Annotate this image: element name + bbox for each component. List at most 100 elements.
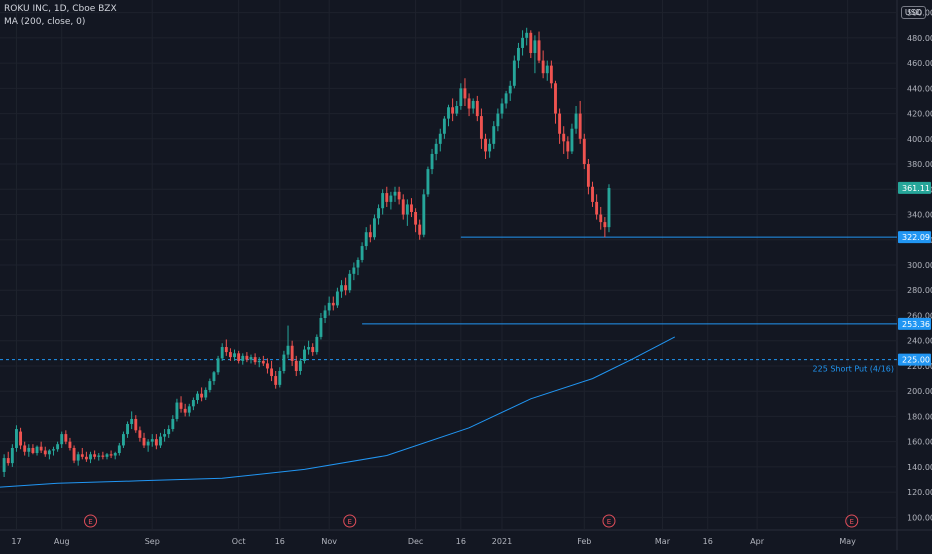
level-price-label: 225.00 <box>902 356 930 365</box>
candle-body <box>471 100 475 109</box>
candle-body <box>134 418 138 431</box>
candle-body <box>434 143 438 154</box>
candle-body <box>286 345 290 355</box>
candle-body <box>475 100 479 117</box>
candle-body <box>196 393 199 401</box>
candle-body <box>200 393 204 398</box>
x-tick-label: 17 <box>11 537 21 546</box>
candle-body <box>10 447 14 464</box>
earnings-marker-label: E <box>348 518 352 526</box>
candle-body <box>603 222 607 228</box>
earnings-marker <box>845 514 859 528</box>
candle-body <box>76 454 80 461</box>
candle-body <box>290 345 294 361</box>
candle-body <box>479 116 483 139</box>
candle-body <box>224 347 228 353</box>
candle-body <box>159 436 162 446</box>
candle-body <box>266 363 269 369</box>
candle-body <box>15 429 18 448</box>
level-price-label: 253.36 <box>902 320 930 329</box>
candle-body <box>327 302 331 311</box>
candle-body <box>570 128 574 152</box>
candle-body <box>591 186 594 202</box>
candle-body <box>220 347 224 359</box>
candle-body <box>467 98 471 109</box>
y-tick-label: 400.00 <box>907 135 932 144</box>
x-tick-label: 16 <box>275 537 285 546</box>
candle-body <box>183 408 187 413</box>
candle-body <box>261 360 265 364</box>
y-tick-label: 260.00 <box>907 311 932 320</box>
candles <box>2 27 611 477</box>
candle-body <box>607 188 611 228</box>
candle-body <box>381 193 385 209</box>
price-axis[interactable]: 100.00 120.00 140.00 160.00 180.00 200.00 220.… <box>907 9 932 523</box>
candle-body <box>554 83 557 114</box>
candle-body <box>257 360 261 363</box>
candle-body <box>422 194 426 235</box>
candle-body <box>549 65 553 84</box>
candle-body <box>410 204 413 212</box>
candle-body <box>377 208 380 219</box>
candle-body <box>356 259 360 268</box>
candle-body <box>204 389 208 398</box>
ma-line <box>0 336 676 488</box>
y-tick-label: 200.00 <box>907 387 932 396</box>
candle-body <box>2 458 6 472</box>
candle-body <box>228 352 232 358</box>
candle-body <box>512 60 516 86</box>
candle-body <box>344 285 348 291</box>
candle-body <box>566 141 570 152</box>
last-price-label: 361.11 <box>902 184 930 193</box>
candle-body <box>335 291 339 306</box>
candle-body <box>397 191 401 200</box>
candle-body <box>508 85 512 94</box>
candle-body <box>282 354 286 371</box>
candle-body <box>533 40 537 53</box>
horizontal-levels[interactable]: 225 Short Put (4/16) <box>0 236 897 374</box>
y-tick-label: 460.00 <box>907 59 932 68</box>
symbol-title[interactable]: ROKU INC, 1D, Cboe BZX <box>4 4 117 14</box>
earnings-marker <box>602 514 616 528</box>
candle-body <box>130 418 134 424</box>
candle-body <box>167 429 171 435</box>
candle-body <box>372 218 376 238</box>
candle-body <box>64 434 68 442</box>
candle-body <box>35 446 39 454</box>
candle-body <box>582 138 586 165</box>
candle-body <box>68 441 72 448</box>
candle-body <box>212 372 216 382</box>
candle-body <box>401 199 405 215</box>
currency-badge[interactable]: USD <box>900 6 926 19</box>
candle-body <box>146 441 150 446</box>
candle-body <box>492 126 496 144</box>
candle-body <box>80 454 84 457</box>
candle-body <box>19 431 23 446</box>
candle-body <box>249 357 253 360</box>
candle-body <box>39 446 43 451</box>
y-tick-label: 160.00 <box>907 438 932 447</box>
y-tick-label: 280.00 <box>907 286 932 295</box>
candle-body <box>84 456 88 460</box>
candle-body <box>525 32 529 38</box>
candle-body <box>274 376 278 385</box>
time-axis[interactable]: 17 Aug Sep Oct 16 Nov Dec 16 2021 Feb Mar 16 Apr May <box>11 537 856 546</box>
candle-body <box>389 195 393 202</box>
candle-body <box>278 371 282 385</box>
candle-body <box>385 193 389 202</box>
candle-body <box>529 32 533 53</box>
candle-body <box>442 118 446 134</box>
y-tick-label: 500.00 <box>907 9 932 18</box>
earnings-marker-label: E <box>850 518 854 526</box>
candle-body <box>191 400 195 407</box>
candle-body <box>150 439 154 442</box>
candle-body <box>484 138 487 152</box>
indicator-title[interactable]: MA (200, close, 0) <box>4 17 86 27</box>
candle-body <box>31 447 35 454</box>
y-tick-label: 140.00 <box>907 463 932 472</box>
candle-body <box>360 246 364 260</box>
